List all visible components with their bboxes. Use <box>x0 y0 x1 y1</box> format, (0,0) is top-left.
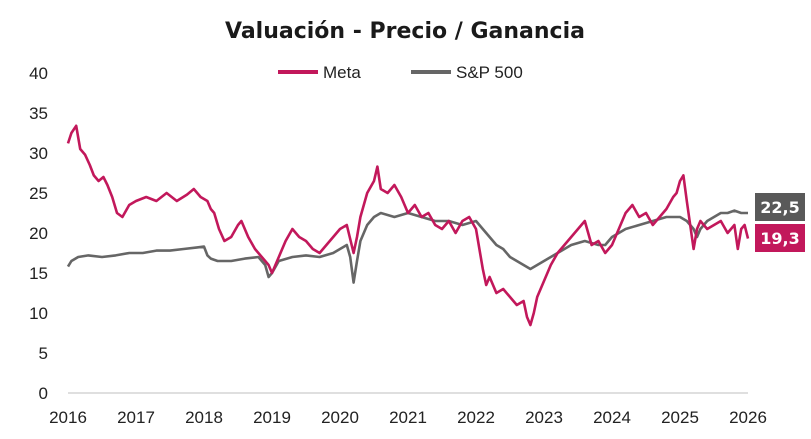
x-tick-label: 2022 <box>457 408 495 427</box>
x-tick-label: 2016 <box>49 408 87 427</box>
y-axis-ticks: 0 5 10 15 20 25 30 35 40 <box>29 64 48 403</box>
y-tick-label: 30 <box>29 144 48 163</box>
x-tick-label: 2020 <box>321 408 359 427</box>
legend-label-sp500: S&P 500 <box>456 63 523 82</box>
series-line-meta <box>66 124 750 327</box>
y-tick-label: 25 <box>29 184 48 203</box>
y-tick-label: 20 <box>29 224 48 243</box>
x-tick-label: 2021 <box>389 408 427 427</box>
end-label-meta: 19,3 <box>755 224 805 252</box>
x-tick-label: 2025 <box>661 408 699 427</box>
x-tick-label: 2018 <box>185 408 223 427</box>
series-line-sp500 <box>66 209 748 284</box>
x-tick-label: 2026 <box>729 408 767 427</box>
end-label-sp500-text: 22,5 <box>760 198 799 217</box>
legend-label-meta: Meta <box>323 63 361 82</box>
x-tick-label: 2019 <box>253 408 291 427</box>
y-tick-label: 40 <box>29 64 48 83</box>
end-label-meta-box <box>755 224 805 252</box>
y-tick-label: 0 <box>39 384 48 403</box>
y-tick-label: 15 <box>29 264 48 283</box>
series-layer <box>66 124 750 327</box>
x-tick-label: 2023 <box>525 408 563 427</box>
x-tick-label: 2017 <box>117 408 155 427</box>
end-label-meta-text: 19,3 <box>760 229 799 248</box>
end-label-sp500-box <box>755 193 805 221</box>
chart-title: Valuación - Precio / Ganancia <box>225 19 585 44</box>
y-tick-label: 5 <box>39 344 48 363</box>
y-tick-label: 35 <box>29 104 48 123</box>
legend: Meta S&P 500 <box>278 63 523 82</box>
y-tick-label: 10 <box>29 304 48 323</box>
x-tick-label: 2024 <box>593 408 631 427</box>
x-axis-ticks: 2016 2017 2018 2019 2020 2021 2022 2023 2024 2025… <box>49 408 767 427</box>
end-label-sp500: 22,5 <box>755 193 805 221</box>
